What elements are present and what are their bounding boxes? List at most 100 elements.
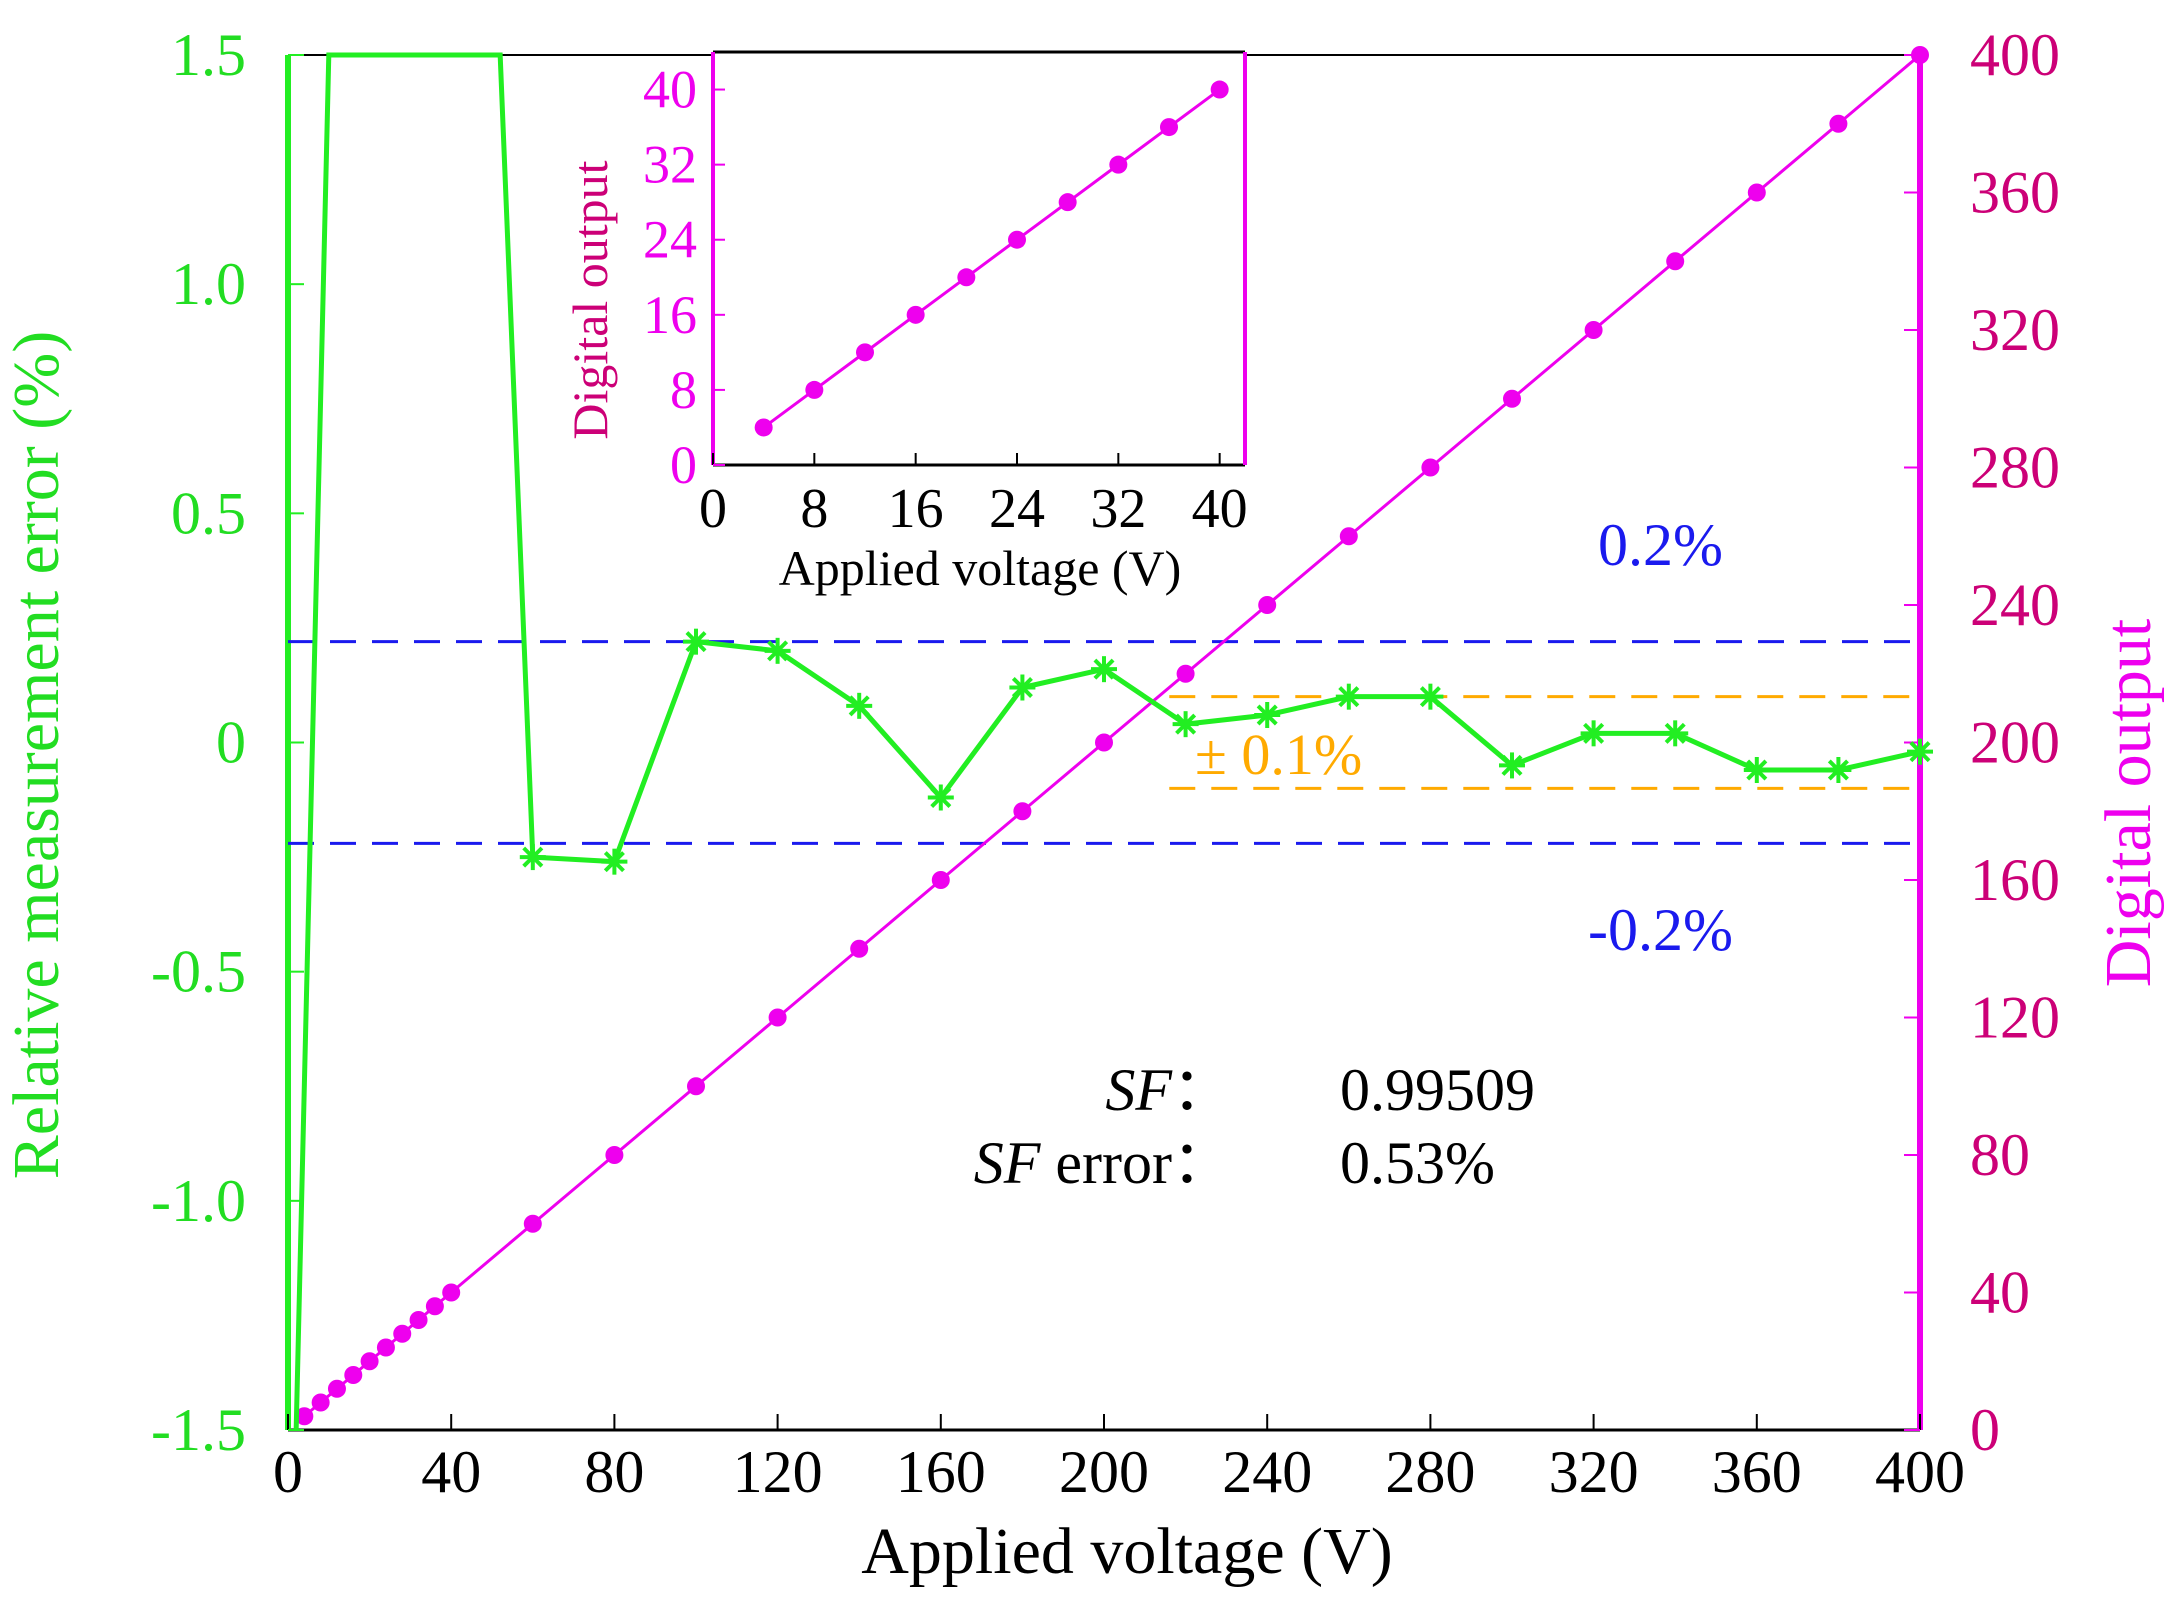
tolerance-band-label: ± 0.1%	[1195, 722, 1362, 787]
relative-error-line	[293, 52, 1921, 1431]
inset-digital-output-series	[754, 80, 1229, 437]
asterisk-stroke	[603, 851, 625, 873]
inset-y-tick-label: 8	[670, 360, 697, 420]
relative-error-point	[683, 628, 709, 655]
relative-error-point	[764, 637, 791, 664]
asterisk-stroke	[1256, 704, 1278, 726]
asterisk-stroke	[522, 846, 544, 868]
digital-output-point	[1829, 114, 1848, 133]
relative-error-point	[1499, 752, 1525, 779]
left-axis-label: Relative measurement error (%)	[0, 331, 73, 1179]
right-tick-label: 120	[1970, 985, 2060, 1051]
asterisk-stroke	[1501, 754, 1523, 776]
relative-error-point	[1091, 656, 1117, 683]
left-tick-label: 1.5	[171, 22, 246, 88]
asterisk-stroke	[1093, 658, 1115, 680]
inset-y-tick-label: 0	[670, 435, 697, 495]
asterisk-stroke	[1011, 676, 1033, 699]
asterisk-stroke	[1419, 686, 1441, 708]
x-axis-ticks: 0 40 80 120 160 200 240 280 320 360 400	[273, 1414, 1965, 1505]
right-tick-label: 160	[1970, 847, 2060, 913]
x-tick-label: 0	[273, 1439, 303, 1505]
x-tick-label: 160	[896, 1439, 986, 1505]
inset-x-tick-label: 40	[1192, 478, 1248, 540]
asterisk-stroke	[1175, 713, 1197, 735]
left-tick-label: 0	[216, 710, 246, 776]
inset-x-tick-label: 16	[888, 478, 944, 540]
digital-output-point	[393, 1324, 412, 1343]
digital-output-point	[931, 871, 950, 889]
inset-x-tick-label: 8	[800, 478, 828, 540]
x-tick-label: 320	[1549, 1439, 1639, 1505]
inset-point	[805, 380, 824, 399]
digital-output-point	[1666, 252, 1685, 271]
left-axis-ticks: 1.5 1.0 0.5 0 -0.5 -1.0 -1.5	[151, 22, 304, 1463]
inset-point	[957, 268, 976, 287]
x-axis-label: Applied voltage (V)	[861, 1515, 1393, 1588]
inset-point	[1058, 193, 1077, 212]
digital-output-point	[442, 1283, 461, 1302]
right-tick-label: 280	[1970, 435, 2060, 501]
asterisk-stroke	[930, 786, 952, 809]
asterisk-stroke	[1827, 759, 1849, 781]
inset-y-tick-label: 40	[643, 60, 697, 120]
digital-output-line	[303, 53, 1921, 1418]
right-axis-label: Digital output	[2092, 619, 2165, 987]
inset-point	[1160, 118, 1178, 137]
inset-x-tick-label: 32	[1090, 478, 1146, 540]
asterisk-stroke	[1583, 722, 1605, 744]
x-tick-label: 40	[421, 1439, 481, 1505]
digital-output-point	[1584, 321, 1603, 339]
inset-y-axis-label: Digital output	[562, 160, 618, 439]
relative-error-point	[1825, 757, 1852, 783]
relative-error-point	[1417, 683, 1444, 710]
digital-output-point	[768, 1008, 787, 1027]
x-tick-label: 360	[1712, 1439, 1802, 1505]
relative-error-point	[1009, 674, 1036, 701]
digital-output-point	[1095, 733, 1113, 752]
inset-y-ticks: 0 8 16 24 32 40	[643, 60, 725, 495]
digital-output-point	[1911, 46, 1929, 64]
inset-y-tick-label: 32	[643, 135, 697, 195]
x-tick-label: 200	[1059, 1439, 1149, 1505]
x-tick-label: 240	[1222, 1439, 1312, 1505]
left-tick-label: -1.5	[151, 1397, 246, 1463]
relative-error-point	[1254, 702, 1281, 728]
digital-output-point	[344, 1366, 363, 1384]
digital-output-point	[376, 1338, 395, 1357]
digital-output-point	[1747, 183, 1766, 202]
asterisk-stroke	[1338, 686, 1360, 708]
digital-output-point	[1013, 802, 1032, 821]
sf-error-annotation: SF error：	[974, 1130, 1232, 1196]
digital-output-point	[605, 1146, 624, 1164]
sf-colon: ：	[1172, 1057, 1232, 1123]
asterisk-stroke	[848, 695, 870, 717]
relative-error-point	[601, 848, 628, 875]
inset-x-tick-label: 24	[989, 478, 1045, 540]
digital-output-point	[1176, 664, 1195, 683]
digital-output-point	[360, 1352, 379, 1371]
inset-point	[1210, 80, 1229, 99]
right-tick-label: 40	[1970, 1260, 2030, 1326]
digital-output-point	[1339, 527, 1358, 546]
right-tick-label: 200	[1970, 710, 2060, 776]
digital-output-point	[1258, 596, 1277, 614]
right-tick-label: 240	[1970, 572, 2060, 638]
digital-output-point	[1421, 458, 1440, 477]
inset-x-axis-label: Applied voltage (V)	[779, 540, 1182, 596]
digital-output-point	[409, 1311, 428, 1329]
upper-limit-label: 0.2%	[1598, 512, 1723, 578]
reference-lines	[288, 640, 1920, 845]
digital-output-point	[1503, 389, 1521, 408]
inset-point	[906, 305, 925, 324]
x-tick-label: 80	[584, 1439, 644, 1505]
x-tick-label: 280	[1385, 1439, 1475, 1505]
sf-value: 0.99509	[1340, 1057, 1535, 1123]
relative-error-point	[1743, 757, 1770, 783]
inset-background	[713, 52, 1245, 465]
relative-error-series	[293, 52, 1933, 1431]
